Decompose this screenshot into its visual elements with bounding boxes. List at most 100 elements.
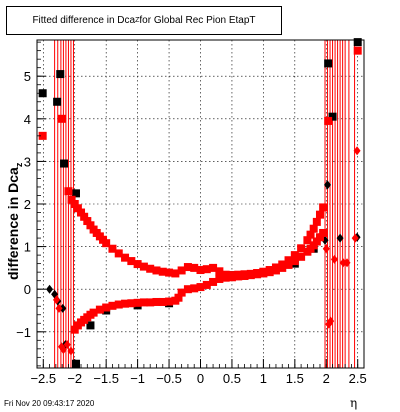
red-square-marker (133, 260, 142, 269)
red-square-marker (70, 200, 79, 208)
red-square-marker (309, 224, 318, 233)
y-tick-label: 4 (24, 112, 31, 127)
red-diamond-marker (63, 340, 71, 350)
red-square-marker (64, 187, 73, 196)
red-square-marker (127, 257, 136, 266)
title-main: Fitted difference in Dca (32, 15, 136, 26)
red-square-marker (319, 203, 328, 212)
red-square-marker (174, 293, 183, 302)
red-square-marker (265, 268, 274, 277)
black-square-marker (324, 59, 333, 68)
y-tick-label: 1 (24, 240, 31, 255)
red-square-marker (215, 267, 224, 276)
red-diamond-marker (327, 316, 335, 326)
red-square-marker (146, 298, 155, 307)
red-diamond-marker (67, 346, 75, 356)
red-square-marker (315, 233, 324, 242)
red-square-marker (80, 212, 89, 221)
red-square-marker (202, 280, 211, 289)
red-square-marker (215, 274, 224, 283)
red-diamond-marker (59, 345, 67, 355)
timestamp-footer: Fri Nov 20 09:43:17 2020 (4, 399, 95, 408)
x-tick-label: −0.5 (156, 371, 182, 386)
black-square-marker (60, 159, 69, 168)
x-tick-label: 1.5 (286, 371, 304, 386)
black-diamond-marker (324, 180, 332, 190)
axes-ticks: −2.5 −2 −1.5 −1 −0.5 0 0.5 1 1.5 2 2.5 −1 0 1 2 3 4 5 (16, 41, 367, 386)
data-points (38, 38, 362, 368)
chart-title: Fitted difference in Dca Z for Global Rec… (6, 6, 282, 35)
red-square-marker (177, 288, 186, 297)
red-square-marker (253, 270, 262, 279)
red-square-marker (152, 266, 161, 275)
red-square-marker (315, 210, 324, 219)
red-square-marker (152, 297, 161, 306)
red-square-marker (353, 46, 362, 55)
red-diamond-marker (55, 303, 63, 313)
red-square-marker (114, 300, 123, 309)
red-square-marker (303, 236, 312, 245)
red-square-marker (89, 308, 98, 317)
red-square-marker (139, 298, 148, 307)
red-square-marker (77, 208, 86, 217)
x-tick-label: 2 (323, 371, 330, 386)
red-square-marker (114, 249, 123, 258)
red-square-marker (83, 217, 92, 226)
red-square-marker (102, 239, 111, 248)
red-square-marker (171, 269, 180, 278)
red-vertical-lines (54, 40, 356, 368)
red-square-marker (183, 263, 192, 272)
red-square-marker (86, 221, 95, 230)
red-square-marker (38, 131, 47, 140)
black-square-marker (53, 97, 62, 106)
black-square-marker (38, 89, 47, 98)
x-tick-label: −2 (67, 371, 82, 386)
x-tick-label: −2.5 (30, 371, 56, 386)
red-square-marker (146, 264, 155, 273)
red-square-marker (196, 266, 205, 275)
red-square-marker (158, 267, 167, 276)
red-square-marker (312, 237, 321, 246)
red-square-marker (202, 265, 211, 274)
red-square-marker (102, 303, 111, 312)
y-axis-label: difference in Dcaz (5, 110, 24, 290)
red-square-marker (190, 263, 199, 272)
black-square-marker (71, 359, 80, 368)
red-square-marker (324, 116, 333, 125)
red-square-marker (234, 272, 243, 281)
y-tick-label: −1 (16, 325, 31, 340)
red-square-marker (284, 256, 293, 265)
x-tick-label: 1 (260, 371, 267, 386)
x-tick-label: 0.5 (223, 371, 241, 386)
red-diamond-marker (353, 146, 361, 156)
red-diamond-marker (52, 295, 60, 305)
red-square-marker (121, 253, 130, 262)
red-square-marker (306, 230, 315, 239)
red-square-marker (73, 204, 82, 213)
red-square-marker (121, 299, 130, 308)
y-tick-label: 0 (24, 282, 31, 297)
red-square-marker (183, 285, 192, 294)
title-subscript: Z (135, 17, 140, 24)
red-diamond-marker (343, 258, 351, 268)
red-diamond-marker (322, 244, 330, 254)
red-square-marker (227, 273, 236, 282)
red-square-marker (133, 298, 142, 307)
red-square-marker (177, 266, 186, 275)
red-square-marker (139, 262, 148, 271)
red-square-marker (209, 277, 218, 286)
red-square-marker (312, 217, 321, 226)
red-square-marker (67, 195, 76, 204)
red-square-marker (190, 284, 199, 293)
red-square-marker (108, 244, 117, 253)
red-square-marker (57, 114, 66, 123)
title-rest: for Global Rec Pion EtapT (139, 15, 256, 26)
red-square-marker (319, 228, 328, 237)
x-tick-label: 0 (197, 371, 204, 386)
red-square-marker (108, 301, 117, 310)
red-square-marker (221, 273, 230, 282)
red-diamond-marker (330, 254, 338, 264)
red-square-marker (290, 257, 299, 266)
red-diamond-marker (339, 258, 347, 268)
